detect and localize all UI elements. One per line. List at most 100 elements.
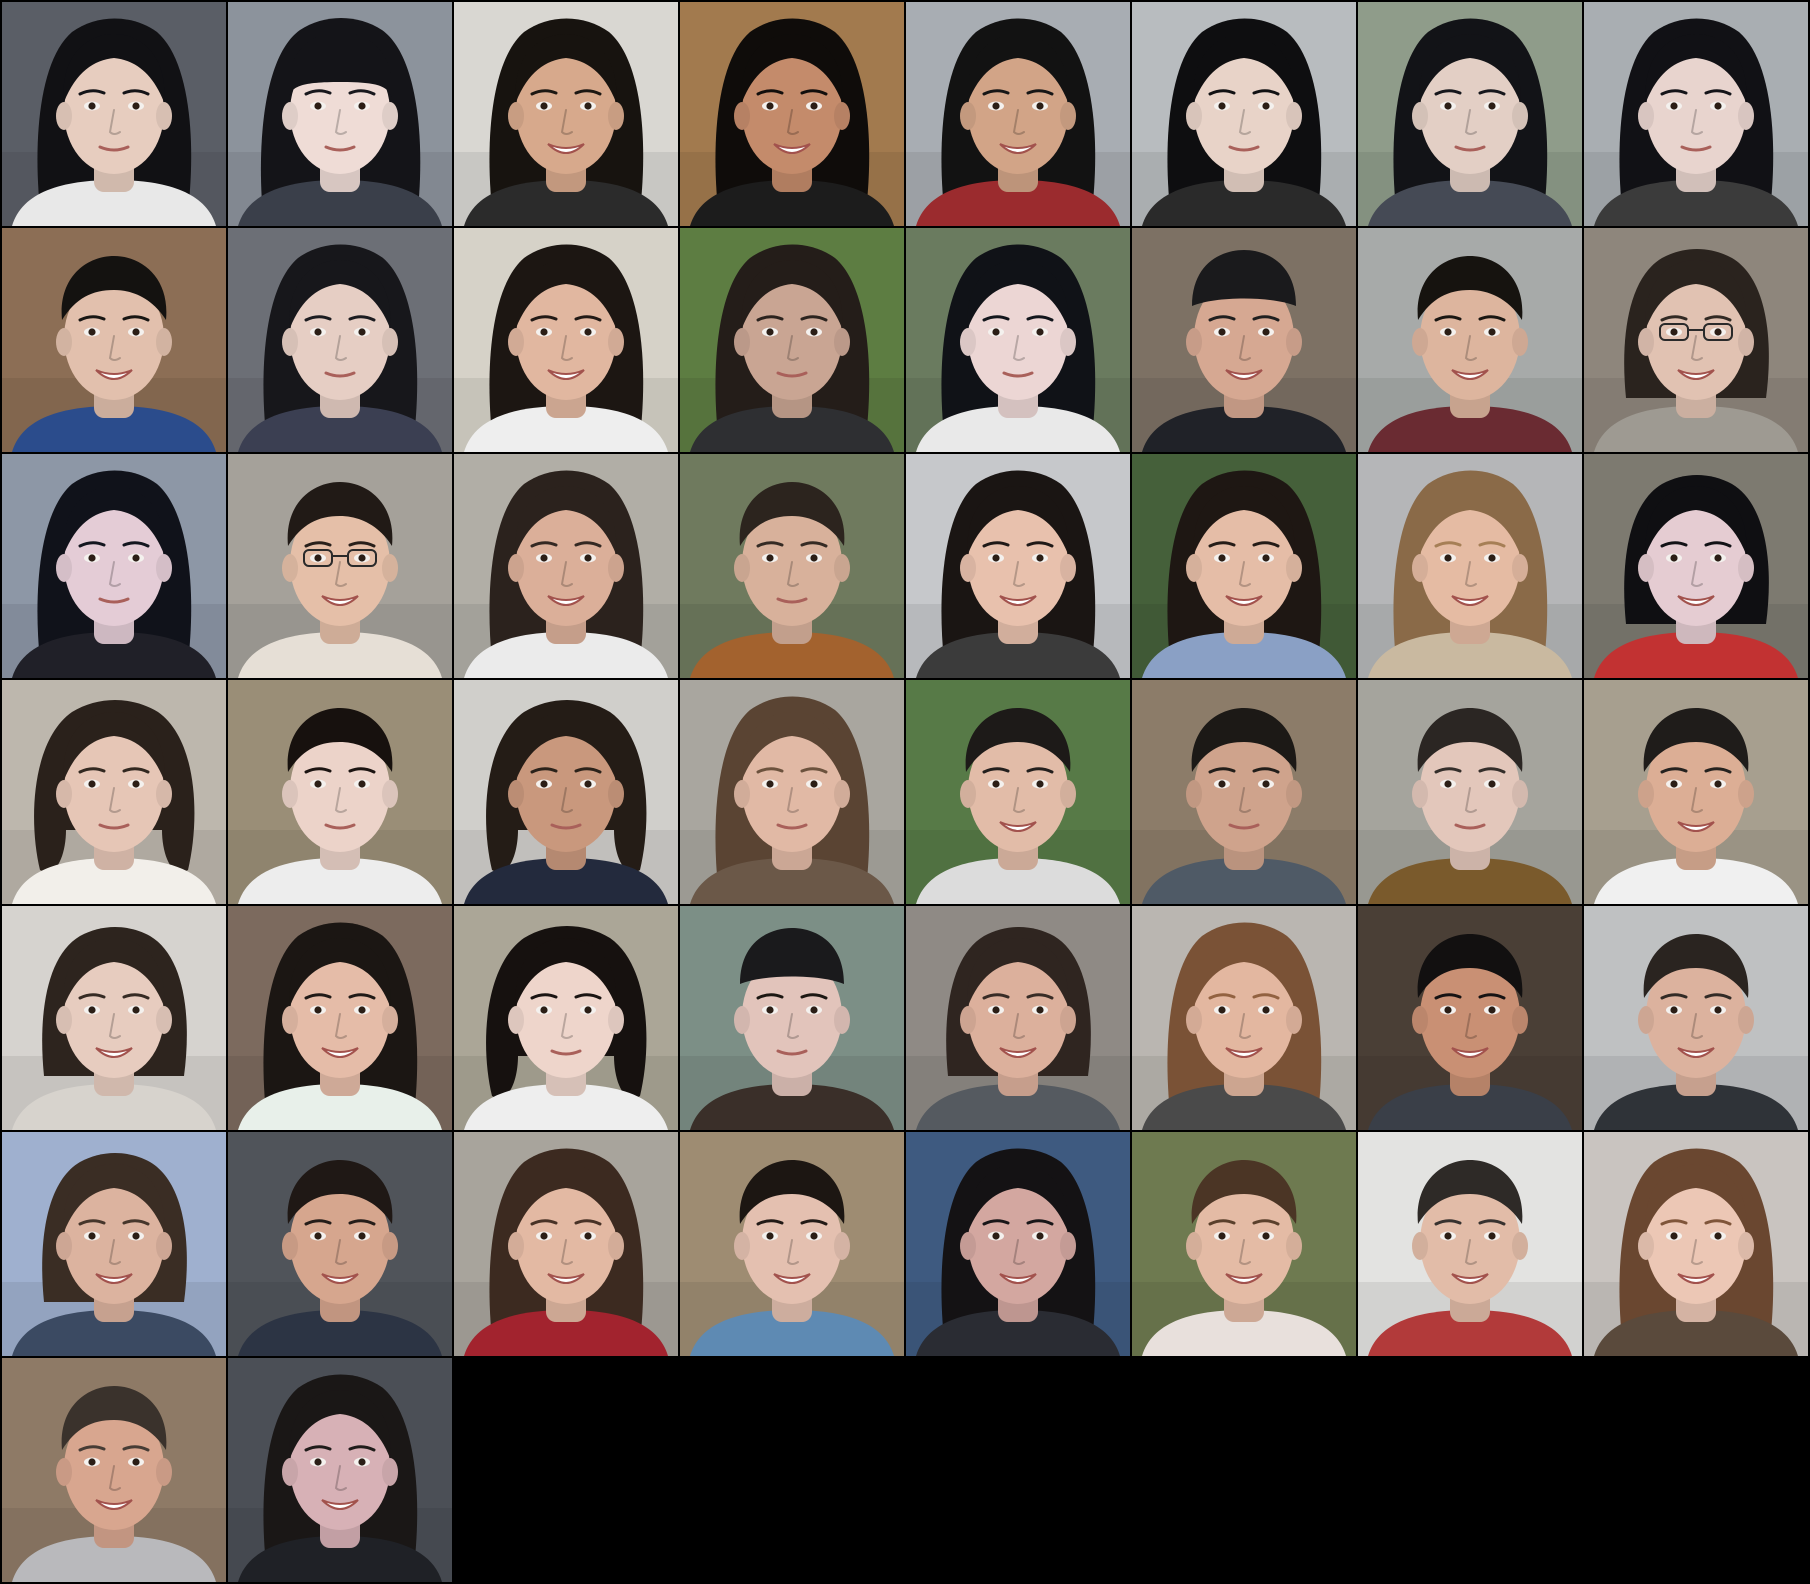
- face-illustration: [228, 228, 452, 452]
- face-photo: [906, 680, 1130, 904]
- face-illustration: [1584, 2, 1808, 226]
- face-illustration: [2, 2, 226, 226]
- face-photo: [454, 228, 678, 452]
- face-illustration: [2, 1358, 226, 1582]
- face-illustration: [1132, 2, 1356, 226]
- face-photo: [680, 906, 904, 1130]
- face-illustration: [906, 1132, 1130, 1356]
- face-illustration: [1584, 228, 1808, 452]
- face-photo: [2, 1358, 226, 1582]
- face-illustration: [906, 228, 1130, 452]
- face-illustration: [2, 228, 226, 452]
- face-photo: [680, 228, 904, 452]
- face-illustration: [228, 906, 452, 1130]
- face-photo: [228, 228, 452, 452]
- face-illustration: [1132, 1132, 1356, 1356]
- face-illustration: [2, 454, 226, 678]
- face-photo: [680, 1132, 904, 1356]
- face-photo: [454, 454, 678, 678]
- face-photo: [1132, 680, 1356, 904]
- face-illustration: [454, 2, 678, 226]
- face-photo: [680, 2, 904, 226]
- face-illustration: [906, 454, 1130, 678]
- face-illustration: [454, 454, 678, 678]
- face-photo: [2, 1132, 226, 1356]
- face-photo: [228, 2, 452, 226]
- face-photo: [1584, 1132, 1808, 1356]
- face-illustration: [454, 680, 678, 904]
- face-photo: [2, 2, 226, 226]
- face-photo: [1132, 906, 1356, 1130]
- face-photo: [228, 454, 452, 678]
- face-photo: [906, 2, 1130, 226]
- face-photo: [1358, 2, 1582, 226]
- face-photo: [454, 680, 678, 904]
- face-photo: [228, 1358, 452, 1582]
- face-photo: [2, 228, 226, 452]
- face-photo: [228, 1132, 452, 1356]
- face-illustration: [1584, 680, 1808, 904]
- face-illustration: [1132, 454, 1356, 678]
- face-photo: [454, 906, 678, 1130]
- face-illustration: [1358, 680, 1582, 904]
- face-illustration: [454, 1132, 678, 1356]
- face-illustration: [680, 454, 904, 678]
- face-photo: [2, 680, 226, 904]
- face-photo: [906, 228, 1130, 452]
- face-illustration: [1584, 454, 1808, 678]
- face-photo: [1358, 680, 1582, 904]
- face-photo: [228, 680, 452, 904]
- face-photo: [906, 454, 1130, 678]
- face-illustration: [680, 228, 904, 452]
- face-photo: [1358, 1132, 1582, 1356]
- face-illustration: [228, 2, 452, 226]
- face-illustration: [2, 680, 226, 904]
- face-illustration: [1358, 228, 1582, 452]
- face-photo: [1132, 1132, 1356, 1356]
- face-illustration: [1358, 2, 1582, 226]
- face-photo: [906, 1132, 1130, 1356]
- face-illustration: [1358, 1132, 1582, 1356]
- face-photo: [1584, 680, 1808, 904]
- face-photo: [1132, 2, 1356, 226]
- face-illustration: [906, 2, 1130, 226]
- face-photo: [1584, 2, 1808, 226]
- face-illustration: [1358, 454, 1582, 678]
- face-photo: [454, 1132, 678, 1356]
- face-photo: [680, 454, 904, 678]
- face-illustration: [1132, 680, 1356, 904]
- face-illustration: [228, 1132, 452, 1356]
- face-illustration: [906, 906, 1130, 1130]
- face-photo: [906, 906, 1130, 1130]
- face-illustration: [228, 680, 452, 904]
- face-illustration: [680, 906, 904, 1130]
- face-illustration: [1584, 1132, 1808, 1356]
- face-illustration: [454, 906, 678, 1130]
- face-illustration: [1132, 906, 1356, 1130]
- face-illustration: [1358, 906, 1582, 1130]
- face-illustration: [680, 2, 904, 226]
- face-photo: [1358, 906, 1582, 1130]
- face-illustration: [906, 680, 1130, 904]
- face-illustration: [680, 1132, 904, 1356]
- face-photo: [2, 906, 226, 1130]
- face-photo: [1584, 906, 1808, 1130]
- face-illustration: [228, 454, 452, 678]
- face-photo: [1584, 228, 1808, 452]
- face-illustration: [454, 228, 678, 452]
- face-photo: [454, 2, 678, 226]
- face-photo: [1358, 454, 1582, 678]
- face-photo: [1132, 228, 1356, 452]
- face-photo: [1358, 228, 1582, 452]
- face-photo: [1584, 454, 1808, 678]
- face-illustration: [1584, 906, 1808, 1130]
- face-illustration: [680, 680, 904, 904]
- face-photo: [1132, 454, 1356, 678]
- face-illustration: [2, 906, 226, 1130]
- face-illustration: [228, 1358, 452, 1582]
- face-illustration: [1132, 228, 1356, 452]
- face-photo: [2, 454, 226, 678]
- face-photo: [228, 906, 452, 1130]
- face-photo: [680, 680, 904, 904]
